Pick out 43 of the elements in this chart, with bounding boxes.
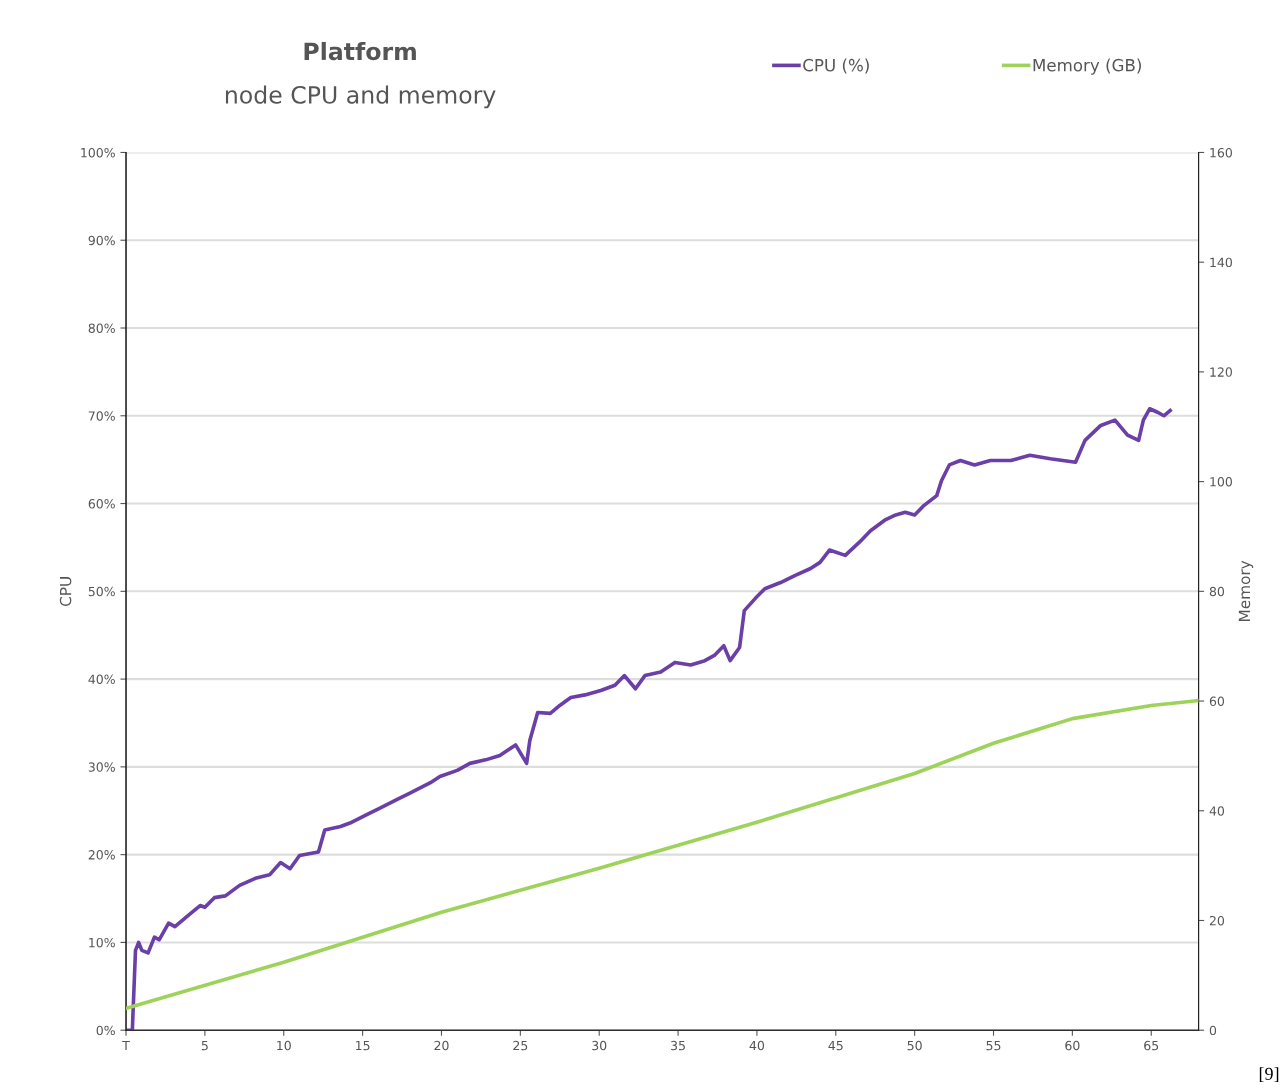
y-tick-label: 50% [88, 586, 115, 597]
y2-tick-label: 40 [1209, 806, 1225, 816]
y2-tick-label: 120 [1210, 367, 1232, 377]
y2-tick-label: 100 [1210, 477, 1232, 487]
y2-tick-label: 160 [1210, 147, 1232, 158]
y-tick-label: 20% [88, 850, 115, 860]
y-tick-label: 0% [96, 1025, 115, 1036]
chart-subtitle: node CPU and memory [225, 85, 496, 109]
text: [9] [1259, 1067, 1279, 1083]
y2-tick-label: 60 [1209, 696, 1225, 706]
x-tick-label: 65 [1144, 1040, 1159, 1051]
y2-tick-label: 20 [1209, 915, 1225, 926]
y-tick-label: 40% [88, 674, 115, 685]
x-tick-label: 45 [828, 1041, 843, 1051]
x-tick-label: 15 [356, 1041, 370, 1051]
y2-tick-label: 0 [1209, 1025, 1217, 1036]
y-tick-label: 10% [89, 937, 115, 948]
x-tick-label: 55 [986, 1041, 1001, 1051]
y2-tick-label: 80 [1209, 586, 1225, 597]
y-tick-label: 30% [88, 762, 115, 772]
x-tick-label: 35 [671, 1040, 685, 1051]
y-tick-label: 100% [81, 147, 115, 158]
x-tick-label: 60 [1065, 1040, 1080, 1051]
x-tick-label: 30 [592, 1040, 607, 1051]
x-tick-label: 20 [434, 1040, 449, 1051]
y-tick-label: 70% [88, 411, 115, 421]
y-tick-label: 90% [88, 235, 115, 246]
chart-title: Platform [304, 41, 416, 61]
x-tick-label: 10 [277, 1040, 291, 1051]
y-axis-title: CPU [59, 577, 72, 606]
x-tick-label: 25 [513, 1040, 528, 1051]
x-tick-label: 50 [907, 1040, 922, 1051]
x-tick-label: T [122, 1041, 130, 1051]
line-series [126, 406, 1172, 1031]
y2-axis-title: Memory [1238, 560, 1254, 621]
x-tick-label: 5 [201, 1041, 208, 1051]
y2-tick-label: 140 [1210, 257, 1232, 268]
y-tick-label: 80% [88, 323, 115, 333]
line-series [126, 698, 1199, 1011]
x-tick-label: 40 [749, 1040, 765, 1051]
legend-label: Memory (GB) [1033, 58, 1141, 75]
y-tick-label: 60% [88, 499, 115, 509]
legend-label: CPU (%) [803, 58, 869, 74]
